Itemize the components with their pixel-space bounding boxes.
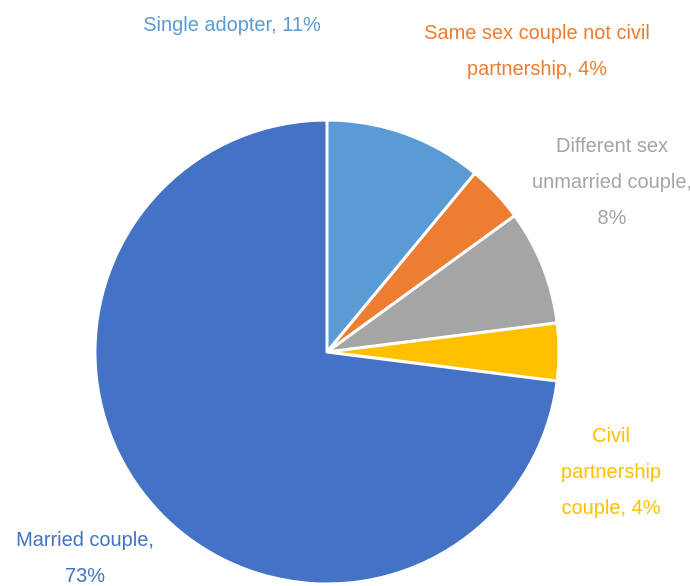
- pie-slice: [93, 118, 559, 586]
- pie-slice: [325, 214, 559, 354]
- slice-label: Civil partnership couple, 4%: [560, 425, 662, 519]
- slice-label: Different sex unmarried couple, 8%: [531, 135, 690, 229]
- slice-label: Single adopter, 11%: [143, 14, 321, 36]
- slice-label: Married couple, 73%: [16, 529, 154, 586]
- pie-slice: [325, 118, 477, 354]
- slice-label: Same sex couple not civil partnership, 4…: [424, 22, 650, 80]
